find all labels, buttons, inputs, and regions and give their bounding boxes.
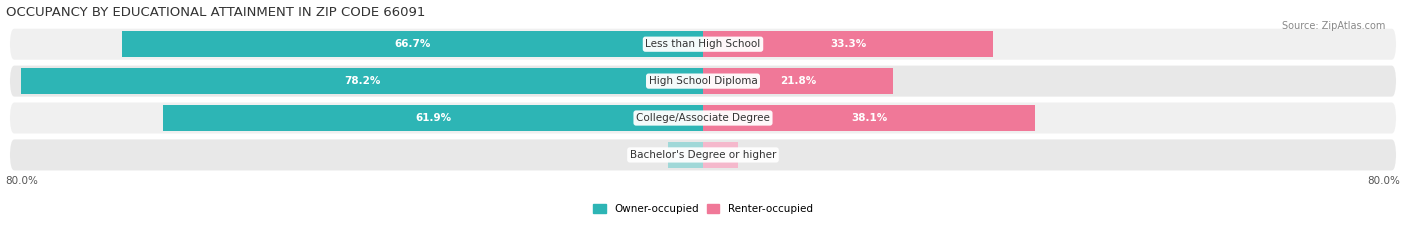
Text: College/Associate Degree: College/Associate Degree — [636, 113, 770, 123]
Text: 61.9%: 61.9% — [415, 113, 451, 123]
Text: 78.2%: 78.2% — [344, 76, 380, 86]
Text: OCCUPANCY BY EDUCATIONAL ATTAINMENT IN ZIP CODE 66091: OCCUPANCY BY EDUCATIONAL ATTAINMENT IN Z… — [6, 6, 425, 19]
Text: 80.0%: 80.0% — [6, 176, 38, 186]
Text: 66.7%: 66.7% — [394, 39, 430, 49]
Text: 21.8%: 21.8% — [780, 76, 815, 86]
Text: 38.1%: 38.1% — [851, 113, 887, 123]
FancyBboxPatch shape — [10, 66, 1396, 97]
Bar — [703, 105, 1035, 131]
Bar — [703, 142, 738, 168]
Text: 0.0%: 0.0% — [742, 150, 769, 160]
Text: High School Diploma: High School Diploma — [648, 76, 758, 86]
FancyBboxPatch shape — [10, 103, 1396, 134]
FancyBboxPatch shape — [10, 29, 1396, 60]
Text: Bachelor's Degree or higher: Bachelor's Degree or higher — [630, 150, 776, 160]
Text: 80.0%: 80.0% — [1368, 176, 1400, 186]
Legend: Owner-occupied, Renter-occupied: Owner-occupied, Renter-occupied — [589, 200, 817, 219]
Text: 33.3%: 33.3% — [830, 39, 866, 49]
Text: 0.0%: 0.0% — [637, 150, 664, 160]
Text: Less than High School: Less than High School — [645, 39, 761, 49]
Bar — [668, 142, 703, 168]
Text: Source: ZipAtlas.com: Source: ZipAtlas.com — [1281, 21, 1385, 31]
Bar — [21, 68, 703, 94]
Bar — [163, 105, 703, 131]
Bar — [703, 31, 993, 58]
FancyBboxPatch shape — [10, 139, 1396, 171]
Bar — [703, 68, 893, 94]
Bar — [121, 31, 703, 58]
